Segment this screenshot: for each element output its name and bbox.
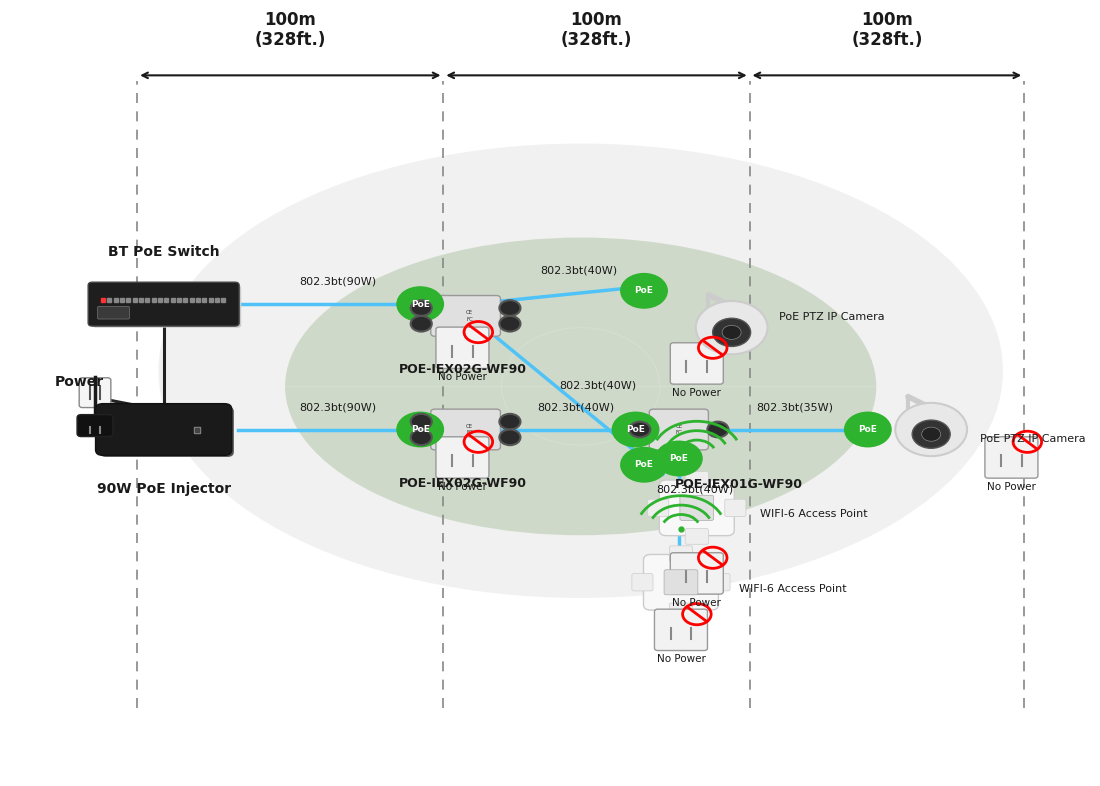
Text: PoE: PoE [626,425,645,434]
FancyBboxPatch shape [670,553,724,594]
FancyBboxPatch shape [88,282,239,326]
Circle shape [895,403,967,456]
Circle shape [656,441,702,476]
Text: FC: FC [466,317,473,321]
Text: 802.3bt(40W): 802.3bt(40W) [540,265,617,275]
Circle shape [620,447,668,482]
FancyBboxPatch shape [92,285,241,328]
Circle shape [722,325,741,340]
FancyBboxPatch shape [648,499,669,516]
FancyBboxPatch shape [685,472,708,487]
Text: PoE: PoE [858,425,878,434]
FancyBboxPatch shape [670,343,724,384]
FancyBboxPatch shape [98,307,130,319]
Circle shape [707,421,728,437]
Circle shape [695,301,768,354]
Text: 802.3bt(35W): 802.3bt(35W) [757,402,834,413]
Text: FC: FC [466,430,473,435]
Text: No Power: No Power [672,598,722,608]
Circle shape [629,421,650,437]
FancyBboxPatch shape [680,495,714,520]
Text: PoE PTZ IP Camera: PoE PTZ IP Camera [779,313,884,322]
Text: PoE: PoE [635,286,653,296]
FancyBboxPatch shape [644,554,718,610]
Circle shape [410,429,432,445]
Text: Power: Power [55,376,103,390]
Circle shape [499,414,520,429]
Text: No Power: No Power [438,373,487,382]
Circle shape [397,413,443,446]
Text: No Power: No Power [657,654,705,664]
FancyBboxPatch shape [436,437,488,478]
Text: 802.3bt(40W): 802.3bt(40W) [656,484,734,494]
FancyBboxPatch shape [649,410,708,450]
Text: 100m
(328ft.): 100m (328ft.) [561,11,632,50]
Circle shape [499,316,520,332]
Text: 100m
(328ft.): 100m (328ft.) [254,11,326,50]
Text: 90W PoE Injector: 90W PoE Injector [97,482,231,496]
Ellipse shape [285,237,877,535]
Text: 802.3bt(90W): 802.3bt(90W) [299,402,376,413]
Ellipse shape [158,144,1003,598]
Text: 802.3bt(40W): 802.3bt(40W) [559,380,636,391]
FancyBboxPatch shape [77,414,113,436]
Circle shape [499,429,520,445]
Text: PoE: PoE [410,425,430,434]
Text: 100m
(328ft.): 100m (328ft.) [851,11,923,50]
Text: No Power: No Power [672,388,722,398]
Text: CE: CE [675,424,682,429]
FancyBboxPatch shape [659,480,735,536]
FancyBboxPatch shape [79,378,111,408]
Circle shape [922,427,940,441]
Text: WIFI-6 Access Point: WIFI-6 Access Point [739,583,847,593]
FancyBboxPatch shape [654,609,707,651]
Text: PoE: PoE [635,461,653,469]
Text: POE-IEX02G-WF90: POE-IEX02G-WF90 [398,363,527,376]
Circle shape [912,420,950,448]
Text: POE-IEX01G-WF90: POE-IEX01G-WF90 [675,478,803,491]
FancyBboxPatch shape [984,437,1038,478]
FancyBboxPatch shape [708,574,730,591]
Circle shape [713,318,750,347]
FancyBboxPatch shape [631,574,653,591]
Circle shape [410,300,432,316]
Circle shape [410,414,432,429]
Text: 802.3bt(90W): 802.3bt(90W) [299,277,376,287]
FancyBboxPatch shape [685,529,708,544]
Text: No Power: No Power [987,482,1036,492]
FancyBboxPatch shape [431,410,500,450]
Circle shape [845,413,891,446]
Circle shape [410,316,432,332]
Circle shape [620,274,668,308]
FancyBboxPatch shape [431,296,500,336]
Text: FC: FC [675,430,682,435]
Circle shape [499,300,520,316]
Text: BT PoE Switch: BT PoE Switch [108,245,220,259]
FancyBboxPatch shape [669,603,693,619]
FancyBboxPatch shape [436,327,488,369]
FancyBboxPatch shape [100,407,234,457]
Text: POE-IEX02G-WF90: POE-IEX02G-WF90 [398,476,527,490]
Text: PoE: PoE [410,299,430,309]
Text: No Power: No Power [438,482,487,492]
FancyBboxPatch shape [725,499,746,516]
Text: PoE PTZ IP Camera: PoE PTZ IP Camera [980,434,1086,444]
Text: PoE: PoE [670,454,689,463]
FancyBboxPatch shape [669,545,693,561]
Circle shape [397,287,443,321]
Text: WIFI-6 Access Point: WIFI-6 Access Point [760,509,868,519]
FancyBboxPatch shape [664,570,697,595]
Circle shape [613,413,659,446]
Text: CE: CE [466,310,473,315]
FancyBboxPatch shape [96,404,232,455]
Text: 802.3bt(40W): 802.3bt(40W) [537,402,614,413]
Text: CE: CE [466,424,473,429]
